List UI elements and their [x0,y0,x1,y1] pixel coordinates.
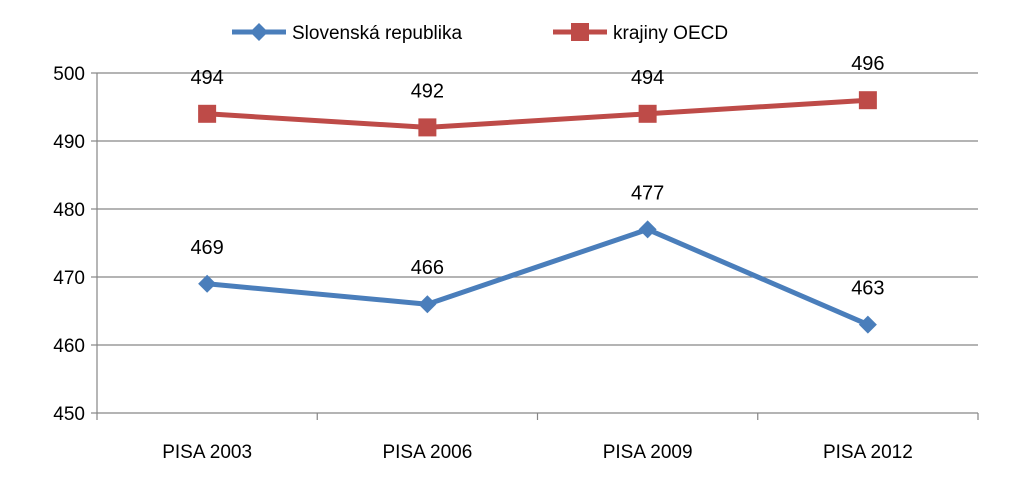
data-label: 494 [631,67,664,89]
y-tick-label: 460 [53,336,85,357]
series-line-0 [204,226,871,328]
data-label: 492 [411,80,444,102]
data-label: 477 [631,182,664,204]
series-line-1 [204,97,871,130]
data-point-square [858,91,877,110]
legend-marker-square [571,23,589,41]
data-point-diamond [858,315,877,334]
x-tick-label: PISA 2012 [823,442,913,463]
data-label: 494 [190,67,223,89]
legend: Slovenská republika krajiny OECD [232,23,728,44]
y-tick-label: 480 [53,200,85,221]
gridlines [97,72,978,346]
series [198,91,877,334]
x-tick-label: PISA 2006 [382,442,472,463]
data-point-square [638,104,657,123]
data-point-diamond [638,220,657,239]
data-label: 469 [190,237,223,259]
y-tick-label: 490 [53,132,85,153]
y-tick-label: 450 [53,404,85,425]
x-tick-label: PISA 2003 [162,442,252,463]
data-label: 496 [851,53,884,75]
data-point-square [418,118,437,137]
data-labels: 469 466 477 463 494 492 494 496 [190,53,884,299]
data-label: 466 [411,257,444,279]
y-tick-label: 500 [53,64,85,85]
data-point-diamond [418,295,437,314]
legend-label: Slovenská republika [292,23,462,44]
axes: 450 460 470 480 490 500 PISA 2003 PISA 2006 PISA… [53,64,979,463]
legend-marker-diamond [250,23,268,41]
x-tick-label: PISA 2009 [603,442,693,463]
data-label: 463 [851,278,884,300]
data-point-diamond [198,274,217,293]
legend-label: krajiny OECD [613,23,728,44]
y-tick-label: 470 [53,268,85,289]
data-point-square [198,104,217,123]
